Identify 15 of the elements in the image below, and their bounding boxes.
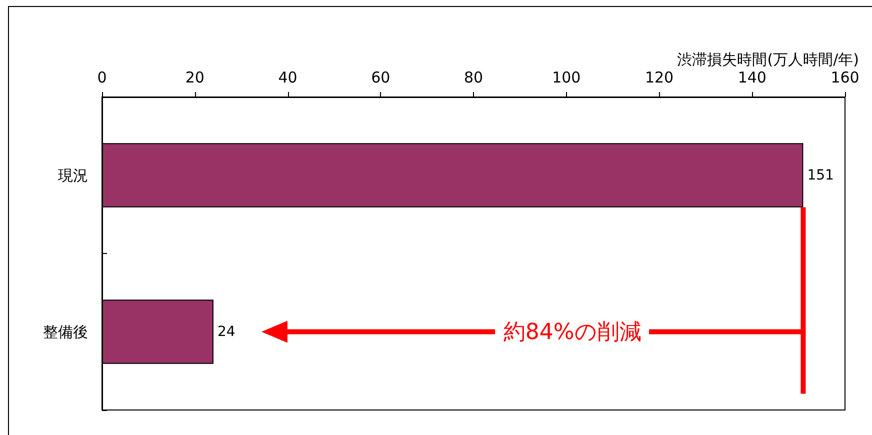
x-tick-label: 60 [371,68,390,86]
data-label: 24 [217,324,236,340]
y-tick-label: 現況 [58,166,88,184]
x-tick-label: 120 [644,68,674,86]
x-tick-label: 20 [185,68,204,86]
x-tick-label: 40 [278,68,298,86]
annotation: 約84%の削減 [495,316,650,347]
x-axis-title: 渋滞損失時間(万人時間/年) [677,50,859,68]
x-tick-label: 100 [552,68,581,86]
x-tick-label: 0 [97,68,107,86]
x-tick-label: 140 [738,68,766,86]
y-tick-label: 整備後 [43,322,88,341]
data-label: 151 [807,167,834,184]
x-tick-label: 80 [464,68,484,86]
x-tick-label: 160 [830,68,860,86]
